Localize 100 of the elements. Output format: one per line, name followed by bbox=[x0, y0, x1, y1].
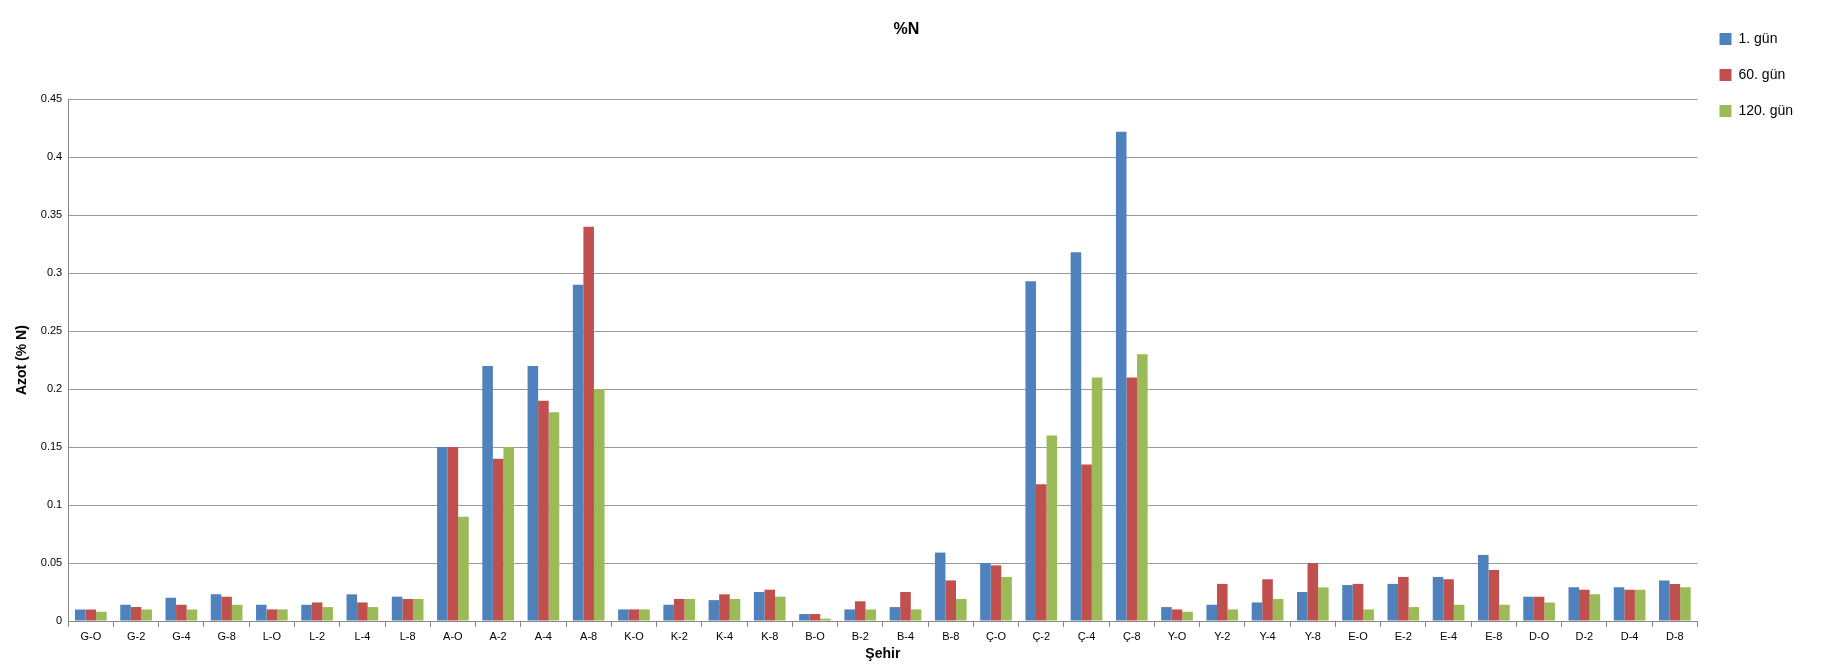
bar bbox=[447, 447, 459, 621]
bar bbox=[1137, 354, 1148, 621]
bar bbox=[357, 602, 368, 621]
bar bbox=[458, 516, 469, 621]
x-tick-label: K-2 bbox=[670, 629, 688, 642]
x-tick-label: A-2 bbox=[489, 629, 507, 642]
bar bbox=[910, 609, 922, 621]
x-tick-label: D-4 bbox=[1620, 629, 1639, 642]
bar bbox=[1091, 377, 1103, 621]
bar bbox=[437, 447, 448, 621]
y-tick-label: 0.4 bbox=[46, 150, 63, 163]
y-tick-label: 0.35 bbox=[40, 208, 63, 221]
bar bbox=[165, 597, 177, 621]
x-tick-label: K-8 bbox=[761, 629, 779, 642]
x-tick-label: Y-O bbox=[1167, 629, 1187, 642]
x-tick-label: B-2 bbox=[851, 629, 869, 642]
bar bbox=[809, 614, 821, 621]
x-tick-label: G-4 bbox=[172, 629, 191, 642]
bar bbox=[934, 552, 946, 621]
bar bbox=[1251, 602, 1263, 621]
bar bbox=[301, 604, 312, 621]
y-tick-label: 0.05 bbox=[40, 556, 63, 569]
bar bbox=[266, 609, 278, 621]
bar bbox=[980, 563, 991, 621]
bar bbox=[1307, 563, 1319, 621]
bar bbox=[628, 609, 640, 621]
bar bbox=[1443, 579, 1454, 621]
x-tick-label: L-8 bbox=[399, 629, 416, 642]
bar bbox=[1001, 576, 1012, 621]
bar bbox=[1035, 484, 1047, 621]
x-tick-label: B-4 bbox=[896, 629, 915, 642]
bar bbox=[503, 447, 514, 621]
bar bbox=[346, 594, 358, 621]
x-tick-label: E-8 bbox=[1485, 629, 1503, 642]
bar bbox=[1589, 594, 1601, 621]
bar bbox=[1227, 609, 1239, 621]
bar bbox=[412, 598, 424, 621]
bar bbox=[482, 365, 493, 621]
bar bbox=[538, 400, 549, 621]
bar bbox=[900, 592, 911, 621]
x-tick-label: D-2 bbox=[1575, 629, 1594, 642]
bar bbox=[322, 607, 333, 621]
bar bbox=[1544, 602, 1555, 621]
bar bbox=[844, 609, 855, 621]
bar bbox=[120, 604, 131, 621]
bar bbox=[402, 598, 413, 621]
bar bbox=[1533, 596, 1545, 621]
bar bbox=[1363, 609, 1374, 621]
bar bbox=[1217, 583, 1228, 621]
bar bbox=[1182, 611, 1193, 621]
bar bbox=[1499, 604, 1510, 621]
bar bbox=[1025, 281, 1036, 621]
bar bbox=[1081, 464, 1092, 621]
bar bbox=[1206, 604, 1218, 621]
bar bbox=[1488, 569, 1500, 621]
x-tick-label: K-O bbox=[624, 629, 645, 642]
x-tick-label: Ç-4 bbox=[1077, 629, 1096, 642]
x-tick-label: Ç-2 bbox=[1032, 629, 1051, 642]
x-tick-label: A-4 bbox=[534, 629, 552, 642]
bar bbox=[311, 602, 323, 621]
bar bbox=[1387, 583, 1399, 621]
x-tick-label: A-8 bbox=[580, 629, 598, 642]
bar bbox=[1579, 589, 1590, 621]
y-tick-label: 0.25 bbox=[40, 324, 63, 337]
bar bbox=[256, 604, 267, 621]
bar bbox=[639, 609, 650, 621]
bar bbox=[1161, 607, 1172, 621]
bar bbox=[593, 389, 605, 621]
x-tick-label: G-8 bbox=[217, 629, 236, 642]
bar bbox=[367, 607, 379, 621]
y-tick-label: 0.45 bbox=[40, 92, 63, 105]
bar bbox=[1046, 435, 1058, 621]
bar bbox=[583, 226, 594, 621]
bar bbox=[1296, 592, 1308, 621]
bar bbox=[1624, 589, 1635, 621]
bar bbox=[865, 609, 877, 621]
bar bbox=[1568, 587, 1580, 621]
bar bbox=[186, 609, 198, 621]
bar bbox=[210, 594, 222, 621]
bar bbox=[684, 598, 696, 621]
bar bbox=[1432, 576, 1444, 621]
bar bbox=[719, 594, 730, 621]
bar bbox=[176, 604, 187, 621]
bar bbox=[141, 609, 152, 621]
x-tick-label: L-O bbox=[262, 629, 282, 642]
chart-title: %N bbox=[893, 20, 920, 38]
bar bbox=[1669, 583, 1681, 621]
x-tick-label: Y-8 bbox=[1304, 629, 1321, 642]
bar bbox=[85, 609, 97, 621]
bar bbox=[1680, 587, 1691, 621]
bar bbox=[492, 458, 504, 621]
bar bbox=[799, 614, 810, 621]
bar bbox=[1523, 596, 1534, 621]
bar bbox=[1453, 604, 1465, 621]
bar bbox=[1318, 587, 1329, 621]
bar bbox=[1272, 598, 1284, 621]
bar bbox=[753, 592, 765, 621]
bar bbox=[708, 600, 720, 621]
x-tick-label: L-2 bbox=[309, 629, 326, 642]
bar bbox=[729, 598, 741, 621]
